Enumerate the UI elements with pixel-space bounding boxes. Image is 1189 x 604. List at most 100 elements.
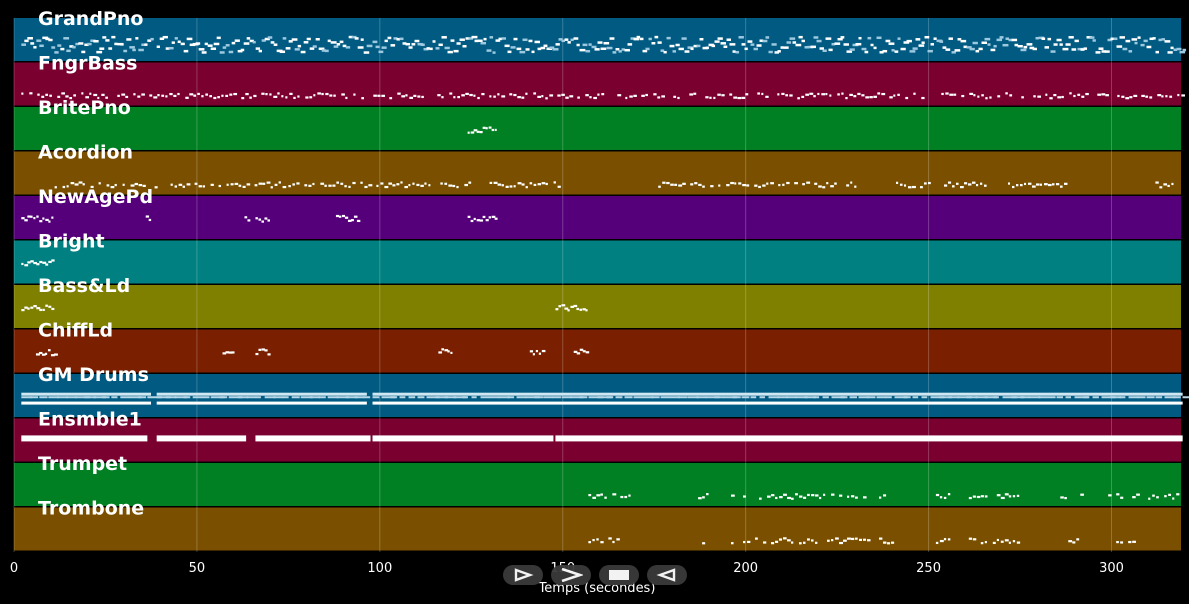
note xyxy=(171,41,175,44)
note xyxy=(787,539,791,542)
note xyxy=(218,184,221,188)
note xyxy=(894,396,908,399)
note xyxy=(759,497,762,500)
note xyxy=(1164,40,1171,43)
note xyxy=(985,97,988,100)
note xyxy=(342,44,347,48)
note xyxy=(464,183,468,187)
note xyxy=(1107,38,1113,42)
note xyxy=(468,37,474,40)
note xyxy=(525,186,528,189)
note xyxy=(149,94,153,97)
note xyxy=(600,47,607,51)
note xyxy=(975,396,988,399)
note xyxy=(21,396,32,399)
note xyxy=(317,92,321,95)
note xyxy=(249,96,252,99)
note xyxy=(234,182,239,186)
note xyxy=(698,497,702,500)
note xyxy=(396,183,400,186)
note xyxy=(840,36,845,39)
note xyxy=(138,183,143,187)
note xyxy=(863,496,867,499)
note xyxy=(408,396,416,399)
note xyxy=(984,37,991,41)
note xyxy=(90,185,94,189)
stop-button[interactable] xyxy=(599,565,639,585)
note xyxy=(121,93,126,96)
note xyxy=(1101,93,1106,96)
note xyxy=(1077,47,1084,51)
note xyxy=(630,37,636,40)
note xyxy=(1021,96,1024,99)
note xyxy=(775,496,778,500)
back-button[interactable] xyxy=(647,565,687,585)
note xyxy=(156,396,171,399)
track-name: Bright xyxy=(38,231,105,253)
note xyxy=(525,48,530,51)
note xyxy=(253,94,257,98)
track-name: ChiffLd xyxy=(38,320,113,342)
note xyxy=(330,41,337,44)
note xyxy=(453,49,459,53)
note xyxy=(1161,38,1166,41)
note xyxy=(27,307,30,310)
note xyxy=(567,309,570,312)
note xyxy=(1002,396,1017,399)
note xyxy=(799,542,802,545)
note xyxy=(627,43,633,46)
note xyxy=(706,493,709,496)
note xyxy=(138,396,147,399)
note xyxy=(558,38,563,41)
note xyxy=(255,396,261,399)
note xyxy=(576,307,579,311)
note xyxy=(380,182,384,185)
note xyxy=(57,95,61,98)
track-name: Trumpet xyxy=(38,453,127,475)
note xyxy=(831,539,834,542)
note xyxy=(528,39,533,43)
note xyxy=(459,38,465,41)
note xyxy=(37,93,40,96)
note xyxy=(345,96,348,100)
note xyxy=(309,47,315,50)
note xyxy=(82,183,85,186)
note xyxy=(545,97,548,100)
note xyxy=(597,41,603,44)
note xyxy=(1047,396,1056,399)
track-lane xyxy=(14,507,1181,551)
note xyxy=(1081,95,1085,98)
note xyxy=(348,35,354,39)
note xyxy=(202,185,206,188)
note xyxy=(1110,396,1122,399)
note xyxy=(1019,184,1023,187)
note xyxy=(306,37,311,41)
note xyxy=(1155,181,1159,184)
note xyxy=(786,396,797,399)
note xyxy=(853,95,857,98)
note xyxy=(624,495,628,499)
note xyxy=(975,49,980,53)
note xyxy=(39,220,43,223)
note xyxy=(33,305,37,308)
note xyxy=(763,541,767,544)
note xyxy=(509,185,513,188)
note xyxy=(470,131,475,134)
note xyxy=(801,39,805,43)
note xyxy=(471,396,477,399)
note xyxy=(821,93,826,96)
note xyxy=(399,396,406,399)
note xyxy=(785,94,789,97)
note xyxy=(731,494,735,497)
note xyxy=(174,185,178,188)
note xyxy=(493,95,496,98)
note xyxy=(1008,541,1011,544)
note xyxy=(534,396,544,399)
play-button[interactable] xyxy=(503,565,543,585)
forward-button[interactable] xyxy=(551,565,591,585)
note xyxy=(1047,183,1052,187)
note xyxy=(493,181,498,184)
track-lane xyxy=(14,240,1181,284)
note xyxy=(757,92,760,95)
x-tick-label: 300 xyxy=(1099,561,1124,576)
